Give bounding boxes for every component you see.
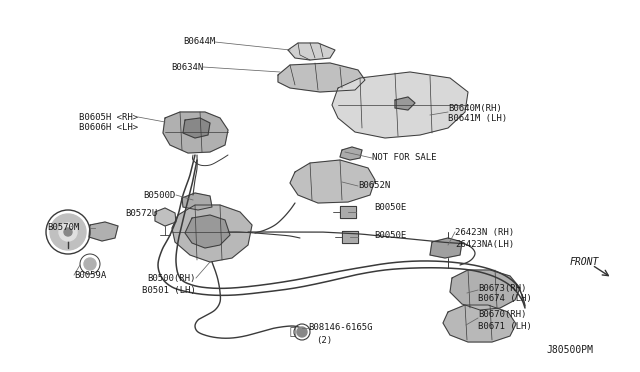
Text: FRONT: FRONT [570, 257, 600, 267]
Polygon shape [395, 97, 415, 110]
Text: 26423NA(LH): 26423NA(LH) [455, 240, 514, 248]
Text: J80500PM: J80500PM [546, 345, 593, 355]
Text: B0634N: B0634N [171, 62, 203, 71]
Text: B0673(RH): B0673(RH) [478, 283, 526, 292]
Text: B0652N: B0652N [358, 182, 390, 190]
Polygon shape [278, 63, 365, 92]
Polygon shape [172, 205, 252, 262]
Text: B0050E: B0050E [374, 231, 406, 240]
Text: 26423N (RH): 26423N (RH) [455, 228, 514, 237]
Text: B0641M (LH): B0641M (LH) [448, 115, 507, 124]
Polygon shape [183, 118, 210, 138]
Polygon shape [430, 238, 462, 258]
Text: NOT FOR SALE: NOT FOR SALE [372, 154, 436, 163]
Text: (2): (2) [316, 336, 332, 344]
Text: B0500(RH): B0500(RH) [148, 273, 196, 282]
Polygon shape [288, 43, 335, 60]
Polygon shape [443, 305, 516, 342]
Text: B0670(RH): B0670(RH) [478, 310, 526, 318]
Text: B08146-6165G: B08146-6165G [308, 324, 372, 333]
Polygon shape [340, 147, 362, 160]
Text: B0674 (LH): B0674 (LH) [478, 295, 532, 304]
Polygon shape [182, 193, 212, 210]
Polygon shape [450, 270, 520, 310]
Text: B0606H <LH>: B0606H <LH> [79, 124, 138, 132]
Circle shape [297, 327, 307, 337]
Text: B0050E: B0050E [374, 202, 406, 212]
Text: B0644M: B0644M [183, 38, 215, 46]
Polygon shape [340, 206, 356, 218]
Text: Ⓑ: Ⓑ [290, 327, 296, 337]
Polygon shape [185, 215, 230, 248]
Polygon shape [342, 231, 358, 243]
Text: B0605H <RH>: B0605H <RH> [79, 112, 138, 122]
Circle shape [59, 223, 77, 241]
Text: B0059A: B0059A [74, 270, 106, 279]
Text: B0671 (LH): B0671 (LH) [478, 321, 532, 330]
Text: B0572U: B0572U [125, 208, 157, 218]
Text: B0501 (LH): B0501 (LH) [142, 285, 196, 295]
Polygon shape [290, 160, 375, 203]
Circle shape [64, 228, 72, 236]
Circle shape [84, 258, 96, 270]
Polygon shape [155, 208, 176, 226]
Circle shape [50, 214, 86, 250]
Polygon shape [332, 72, 468, 138]
Text: B0570M: B0570M [47, 224, 79, 232]
Polygon shape [89, 222, 118, 241]
Text: B0640M(RH): B0640M(RH) [448, 103, 502, 112]
Polygon shape [163, 112, 228, 153]
Text: B0500D: B0500D [144, 190, 176, 199]
